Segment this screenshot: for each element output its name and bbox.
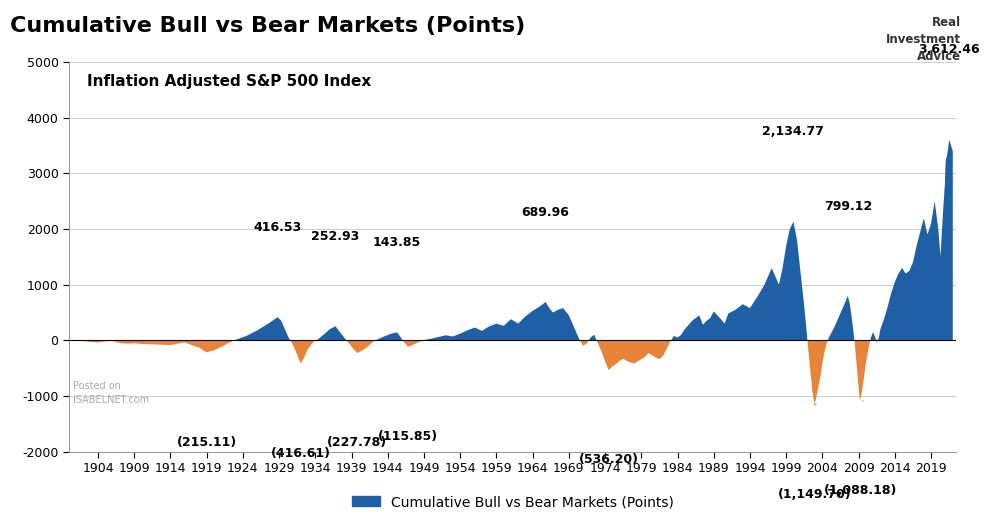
Text: 2,134.77: 2,134.77 — [762, 125, 824, 138]
Text: 799.12: 799.12 — [823, 199, 872, 213]
Text: 252.93: 252.93 — [312, 230, 360, 243]
Text: Cumulative Bull vs Bear Markets (Points): Cumulative Bull vs Bear Markets (Points) — [10, 16, 526, 36]
Text: (536.20): (536.20) — [579, 454, 639, 467]
Text: Inflation Adjusted S&P 500 Index: Inflation Adjusted S&P 500 Index — [87, 74, 371, 89]
Text: 3,612.46: 3,612.46 — [918, 43, 980, 56]
Text: (1,149.70): (1,149.70) — [778, 487, 851, 501]
Text: 416.53: 416.53 — [253, 221, 302, 234]
Text: Real
Investment
Advice: Real Investment Advice — [886, 16, 961, 63]
Text: Posted on
ISABELNET.com: Posted on ISABELNET.com — [74, 381, 150, 405]
Text: (227.78): (227.78) — [327, 436, 387, 449]
Text: (215.11): (215.11) — [176, 435, 237, 448]
Text: 689.96: 689.96 — [522, 206, 570, 218]
Text: 143.85: 143.85 — [373, 236, 421, 249]
Text: (416.61): (416.61) — [271, 447, 331, 460]
Legend: Cumulative Bull vs Bear Markets (Points): Cumulative Bull vs Bear Markets (Points) — [346, 489, 679, 515]
Text: (115.85): (115.85) — [378, 430, 438, 443]
Text: (1,088.18): (1,088.18) — [823, 484, 896, 497]
